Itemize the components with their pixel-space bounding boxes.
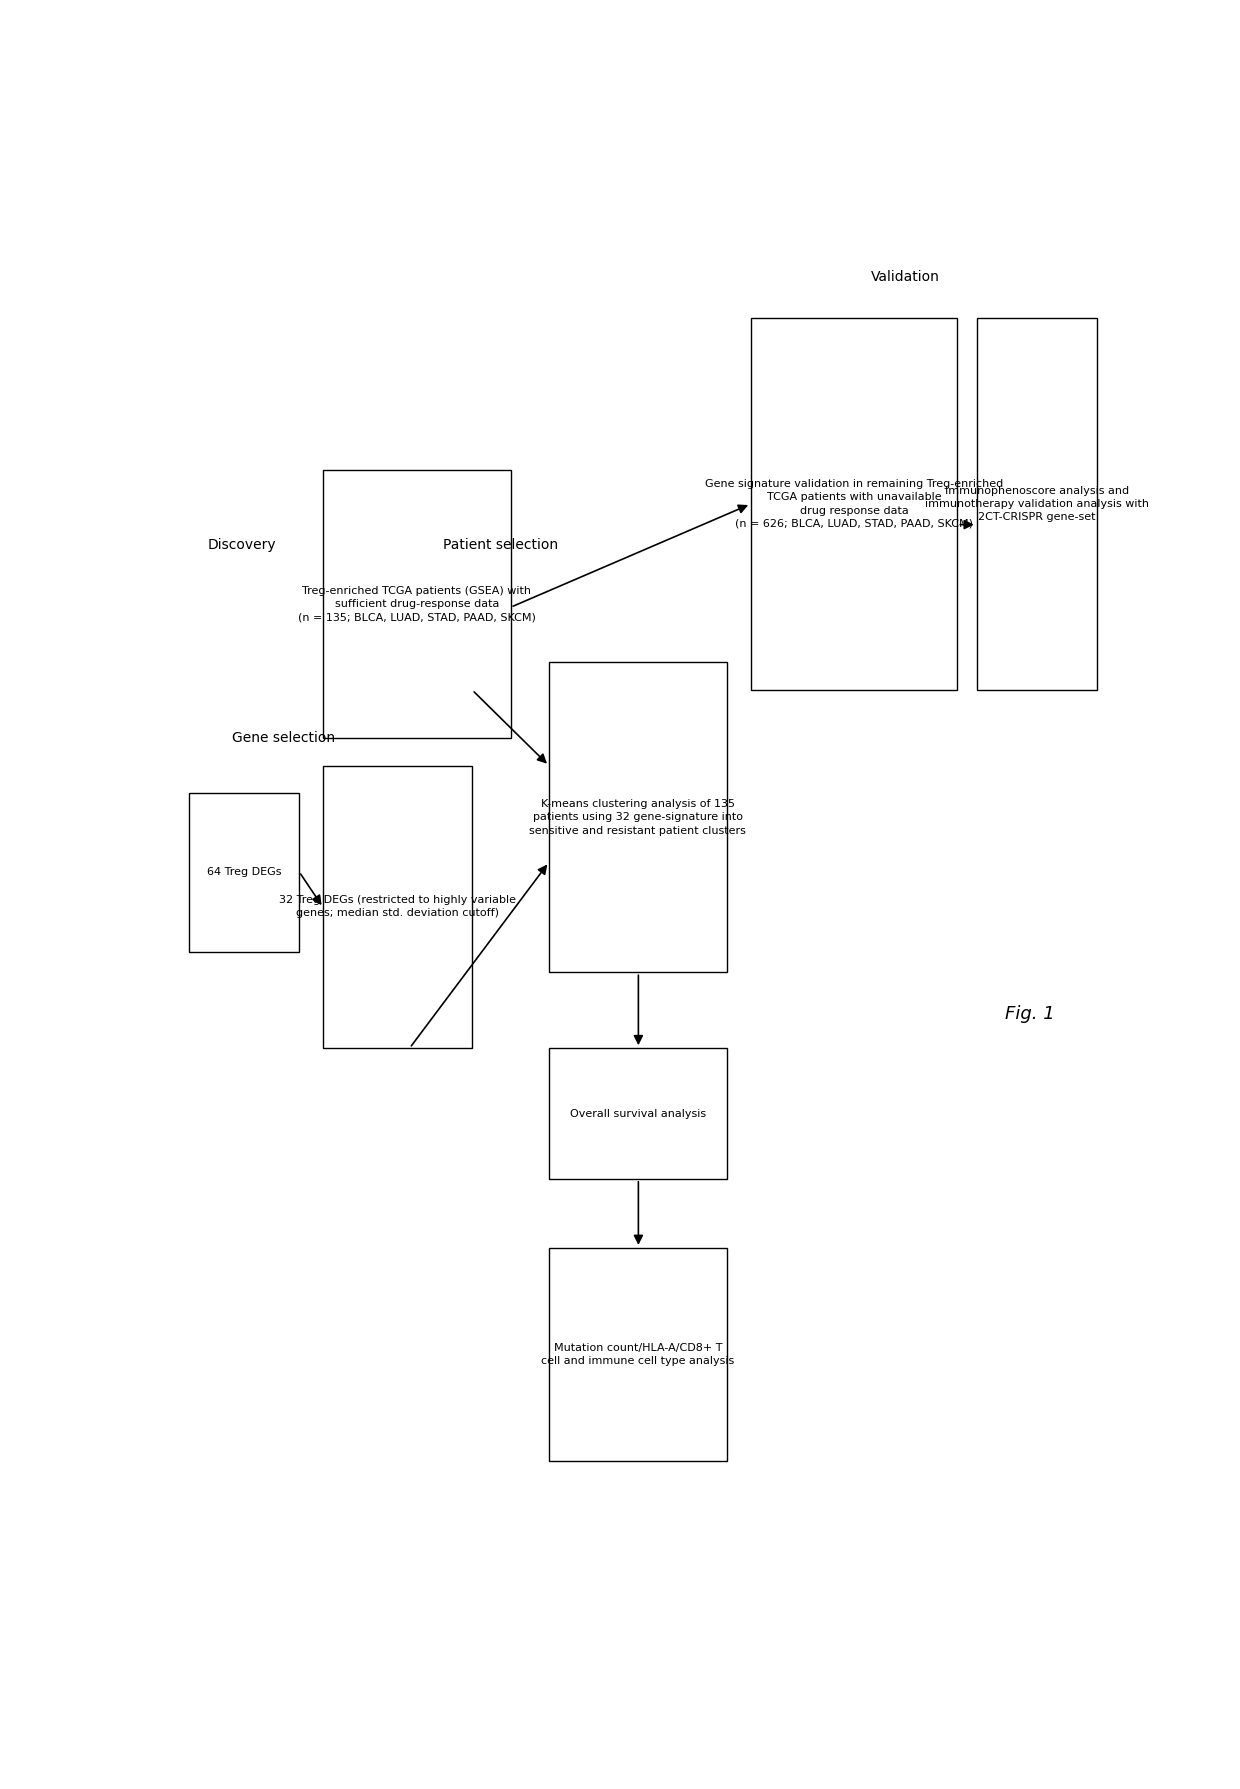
Text: Gene signature validation in remaining Treg-enriched
TCGA patients with unavaila: Gene signature validation in remaining T… [706, 479, 1003, 530]
FancyBboxPatch shape [751, 318, 957, 691]
FancyBboxPatch shape [977, 318, 1096, 691]
Text: Discovery: Discovery [208, 538, 277, 553]
Text: Mutation count/HLA-A/CD8+ T
cell and immune cell type analysis: Mutation count/HLA-A/CD8+ T cell and imm… [542, 1344, 734, 1367]
Text: Patient selection: Patient selection [444, 538, 558, 553]
Text: Treg-enriched TCGA patients (GSEA) with
sufficient drug-response data
(n = 135; : Treg-enriched TCGA patients (GSEA) with … [298, 585, 536, 623]
FancyBboxPatch shape [549, 1249, 727, 1462]
FancyBboxPatch shape [549, 1048, 727, 1179]
Text: 64 Treg DEGs: 64 Treg DEGs [207, 868, 281, 877]
Text: Gene selection: Gene selection [232, 732, 335, 746]
Text: Fig. 1: Fig. 1 [1004, 1005, 1054, 1023]
FancyBboxPatch shape [549, 662, 727, 973]
Text: K-means clustering analysis of 135
patients using 32 gene-signature into
sensiti: K-means clustering analysis of 135 patie… [529, 800, 746, 835]
Text: Immunophenoscore analysis and
immunotherapy validation analysis with
2CT-CRISPR : Immunophenoscore analysis and immunother… [925, 487, 1148, 522]
Text: Validation: Validation [870, 270, 940, 284]
FancyBboxPatch shape [188, 793, 299, 952]
Text: 32 Treg DEGs (restricted to highly variable
genes; median std. deviation cutoff): 32 Treg DEGs (restricted to highly varia… [279, 894, 516, 918]
FancyBboxPatch shape [324, 469, 511, 739]
FancyBboxPatch shape [324, 766, 472, 1048]
Text: Overall survival analysis: Overall survival analysis [570, 1109, 706, 1118]
